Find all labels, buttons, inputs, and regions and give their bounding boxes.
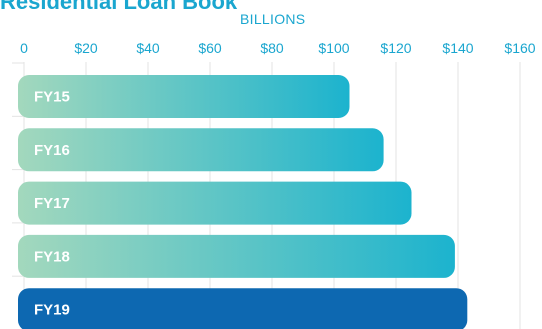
bar-fy16 bbox=[18, 128, 384, 172]
x-axis-ticks: 0 $20 $40 $60 $80 $100 $120 $140 $160 bbox=[20, 40, 536, 56]
bar-fy15 bbox=[18, 75, 350, 118]
bar-fy19 bbox=[18, 288, 468, 329]
x-tick-label: $120 bbox=[380, 40, 411, 56]
bar-fy17 bbox=[18, 181, 412, 225]
bar-label-fy17: FY17 bbox=[34, 195, 70, 212]
x-tick-label: $40 bbox=[136, 40, 160, 56]
bar-label-fy15: FY15 bbox=[34, 89, 70, 106]
bar-fy18 bbox=[18, 234, 455, 278]
bar-label-fy19: FY19 bbox=[34, 302, 70, 319]
x-tick-label: $160 bbox=[504, 40, 535, 56]
x-tick-label: $100 bbox=[318, 40, 349, 56]
x-axis-unit-label: BILLIONS bbox=[240, 11, 306, 27]
bar-label-fy16: FY16 bbox=[34, 142, 70, 159]
bars: FY15 FY16 FY17 FY18 FY19 bbox=[18, 75, 468, 329]
chart-title: Residential Loan Book bbox=[0, 0, 238, 14]
x-tick-label: 0 bbox=[20, 40, 28, 56]
bar-label-fy18: FY18 bbox=[34, 248, 70, 265]
x-tick-label: $20 bbox=[74, 40, 98, 56]
x-tick-label: $80 bbox=[260, 40, 284, 56]
x-tick-label: $60 bbox=[198, 40, 222, 56]
x-tick-label: $140 bbox=[442, 40, 473, 56]
